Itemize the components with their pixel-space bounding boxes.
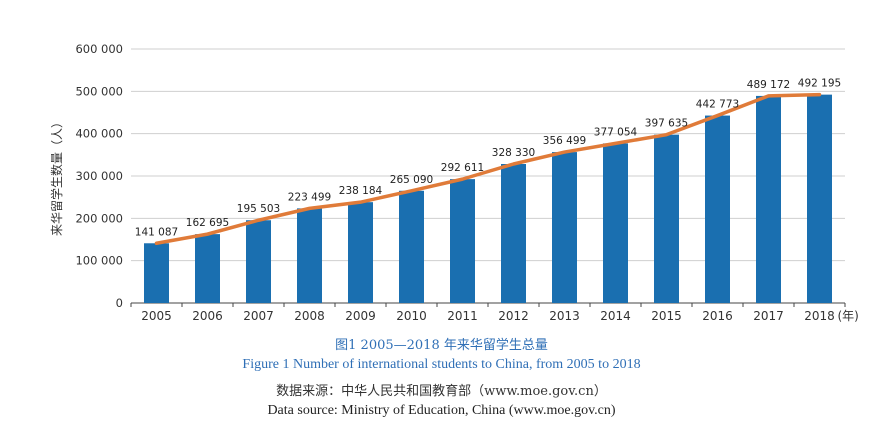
data-label: 195 503 (237, 203, 280, 215)
x-tick-label: 2011 (447, 309, 478, 323)
bar (195, 234, 220, 303)
data-source-cn: 数据来源：中华人民共和国教育部（www.moe.gov.cn） (276, 384, 607, 399)
y-tick-label: 0 (116, 296, 123, 310)
data-label: 292 611 (441, 162, 484, 174)
data-label: 442 773 (696, 99, 739, 111)
data-label: 489 172 (747, 79, 790, 91)
bar (297, 208, 322, 303)
x-tick-label: 2006 (192, 309, 223, 323)
y-tick-label: 400 000 (75, 127, 123, 141)
data-source-en: Data source: Ministry of Education, Chin… (267, 403, 616, 418)
bar (552, 152, 577, 303)
x-unit-label: (年) (838, 309, 859, 323)
y-tick-label: 500 000 (75, 84, 123, 98)
y-axis-title: 来华留学生数量（人） (49, 116, 64, 236)
y-tick-label: 200 000 (75, 211, 123, 225)
x-tick-label: 2017 (753, 309, 784, 323)
data-label: 492 195 (798, 78, 841, 90)
bar (705, 115, 730, 303)
data-label: 328 330 (492, 147, 535, 159)
data-label: 223 499 (288, 191, 331, 203)
figure-caption-cn: 图1 2005—2018 年来华留学生总量 (335, 338, 548, 353)
x-tick-label: 2007 (243, 309, 274, 323)
x-tick-label: 2008 (294, 309, 325, 323)
x-tick-label: 2012 (498, 309, 529, 323)
bar-chart: 0 100 000 200 000 300 000 400 000 500 000 600 … (49, 42, 859, 323)
x-tick-label: 2010 (396, 309, 427, 323)
data-label: 238 184 (339, 185, 383, 197)
trend-line (154, 92, 822, 246)
x-tick-label: 2015 (651, 309, 682, 323)
y-tick-label: 100 000 (75, 254, 123, 268)
bar (246, 220, 271, 303)
bar (807, 94, 832, 303)
x-tick-label: 2018 (804, 309, 835, 323)
y-tick-label: 600 000 (75, 42, 123, 56)
x-tick-label: 2005 (141, 309, 172, 323)
x-tick-label: 2014 (600, 309, 631, 323)
data-label: 356 499 (543, 135, 586, 147)
bar (654, 134, 679, 303)
data-label: 141 087 (135, 226, 178, 238)
data-label: 162 695 (186, 217, 229, 229)
figure-caption-en: Figure 1 Number of international student… (242, 357, 641, 372)
bar (501, 164, 526, 303)
x-tick-label: 2013 (549, 309, 580, 323)
bar (756, 95, 781, 304)
data-label: 377 054 (594, 126, 638, 138)
y-tick-label: 300 000 (75, 169, 123, 183)
x-tick-label: 2016 (702, 309, 733, 323)
bar (603, 143, 628, 303)
bar (144, 243, 169, 303)
data-label: 397 635 (645, 118, 688, 130)
bar (348, 202, 373, 303)
x-tick-label: 2009 (345, 309, 376, 323)
bar (399, 190, 424, 303)
bar (450, 179, 475, 303)
data-label: 265 090 (390, 174, 433, 186)
